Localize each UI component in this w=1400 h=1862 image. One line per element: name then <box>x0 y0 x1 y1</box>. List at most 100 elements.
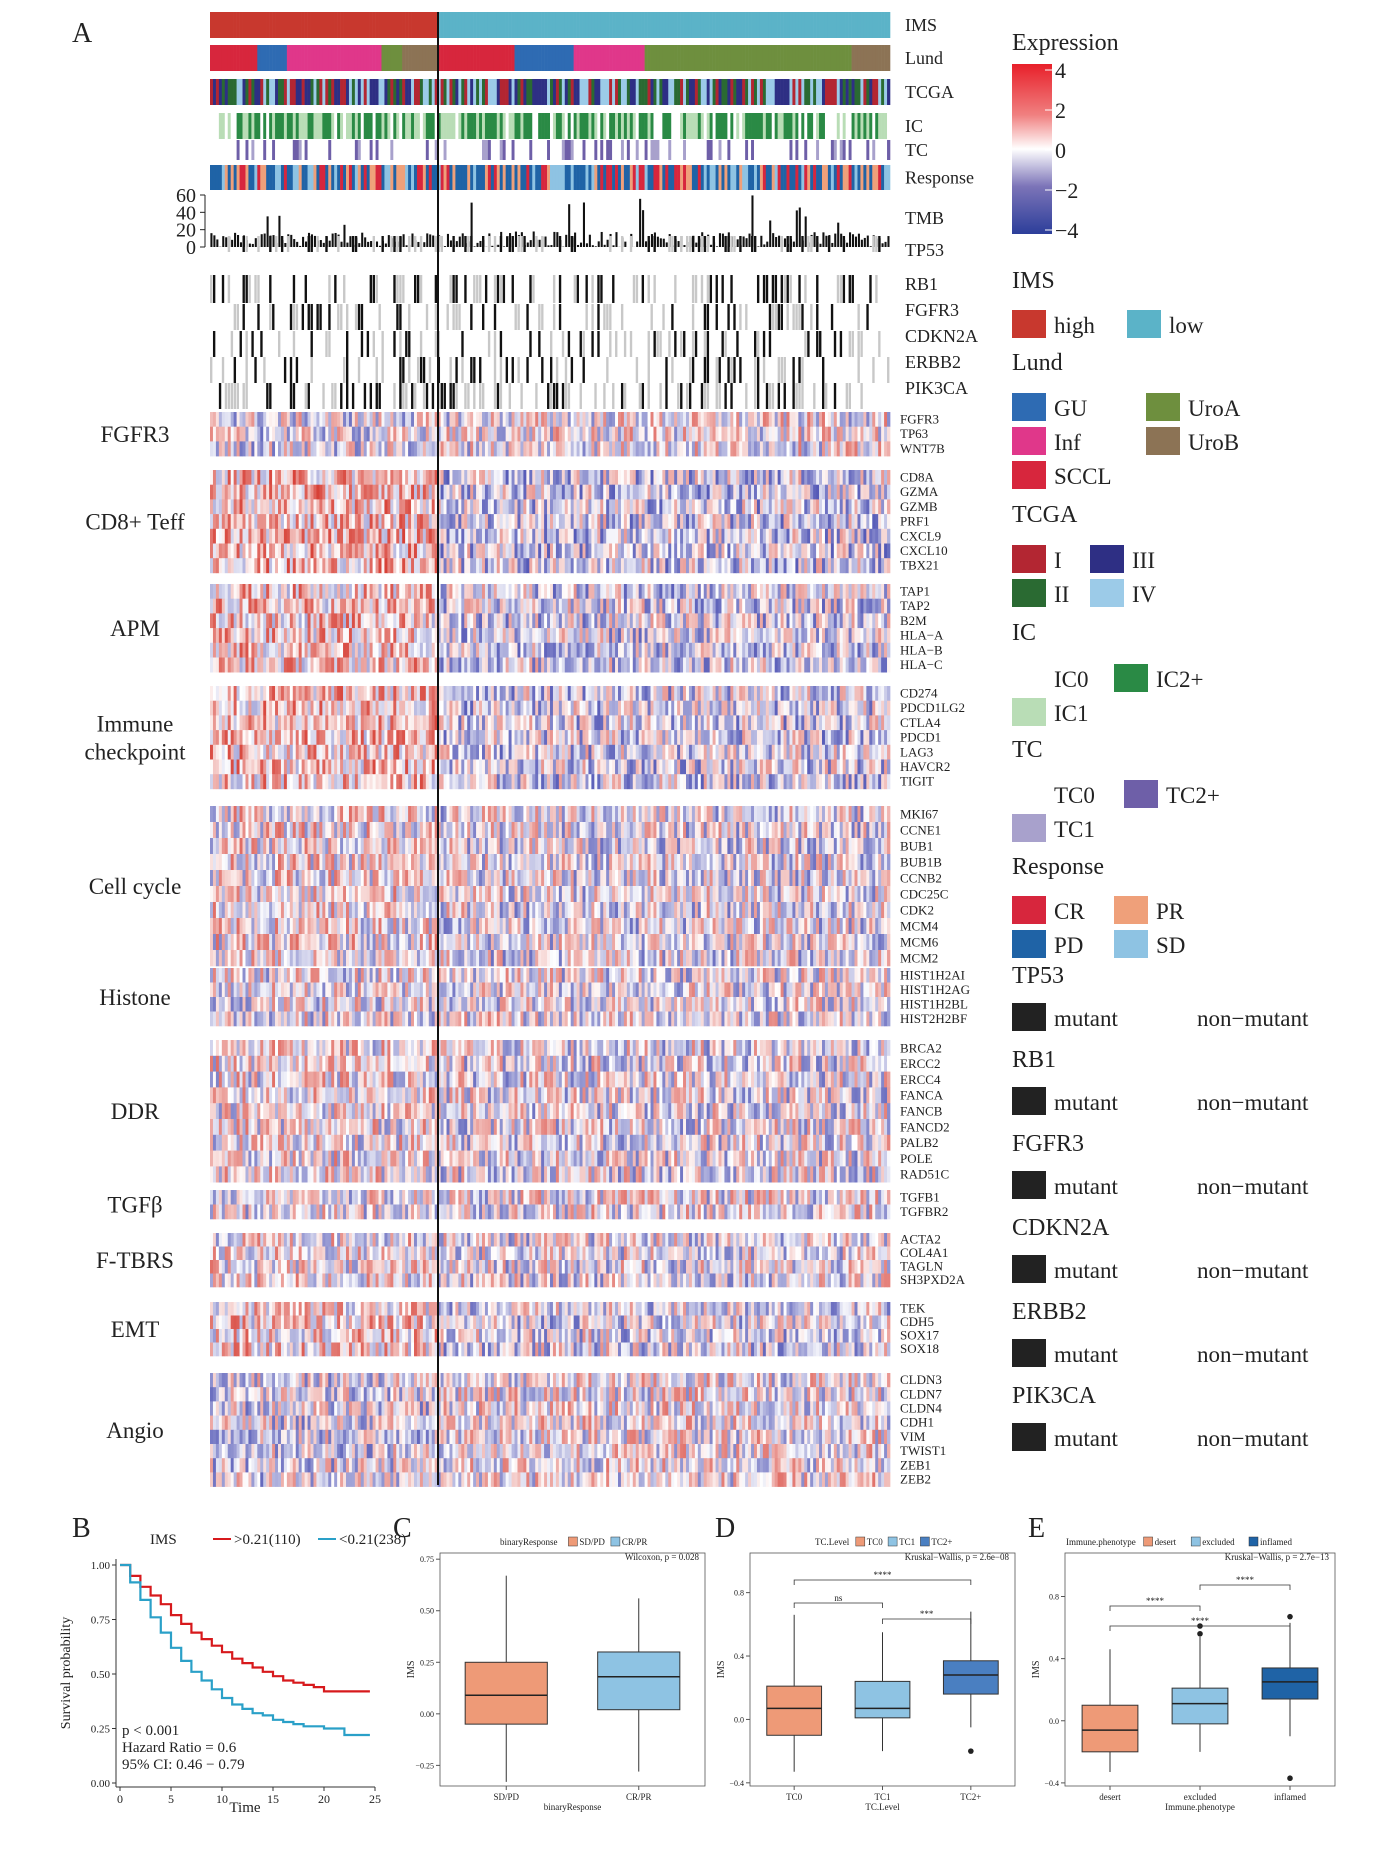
mutation-cell <box>713 236 715 252</box>
track-cell <box>606 113 609 139</box>
tmb-bar <box>527 243 529 247</box>
track-cell <box>600 45 603 71</box>
heatmap-cell <box>624 584 627 599</box>
heatmap-cell <box>245 412 248 427</box>
track-cell <box>441 79 444 105</box>
heatmap-cell <box>331 441 334 456</box>
track-cell <box>500 140 503 160</box>
heatmap-cell <box>855 529 858 544</box>
heatmap-cell <box>529 485 532 500</box>
heatmap-cell <box>379 529 382 544</box>
heatmap-cell <box>621 499 624 514</box>
heatmap-cell <box>550 599 553 614</box>
heatmap-cell <box>748 441 751 456</box>
track-cell <box>585 12 588 38</box>
heatmap-cell <box>506 470 509 485</box>
track-cell <box>319 113 322 139</box>
track-cell <box>704 12 707 38</box>
heatmap-cell <box>328 529 331 544</box>
track-cell <box>432 79 435 105</box>
heatmap-cell <box>816 485 819 500</box>
heatmap-cell <box>278 412 281 427</box>
heatmap-cell <box>795 558 798 573</box>
track-cell <box>449 45 452 71</box>
mutation-cell <box>455 383 457 409</box>
heatmap-cell <box>287 544 290 559</box>
heatmap-cell <box>778 529 781 544</box>
heatmap-cell <box>305 529 308 544</box>
mutation-cell <box>798 275 800 303</box>
heatmap-cell <box>884 544 887 559</box>
heatmap-cell <box>633 544 636 559</box>
mutation-cell <box>340 383 342 409</box>
track-cell <box>461 12 464 38</box>
heatmap-cell <box>881 441 884 456</box>
track-cell <box>553 12 556 38</box>
track-cell <box>692 45 695 71</box>
mutation-cell <box>801 357 803 383</box>
heatmap-cell <box>358 599 361 614</box>
heatmap-cell <box>284 613 287 628</box>
track-cell <box>630 79 633 105</box>
heatmap-cell <box>473 514 476 529</box>
heatmap-cell <box>541 427 544 442</box>
mutation-cell <box>674 275 676 303</box>
track-cell <box>500 12 503 38</box>
heatmap-cell <box>243 499 246 514</box>
heatmap-cell <box>742 412 745 427</box>
heatmap-cell <box>447 584 450 599</box>
heatmap-cell <box>656 529 659 544</box>
track-cell <box>863 113 866 139</box>
mutation-cell <box>701 275 703 303</box>
heatmap-cell <box>721 558 724 573</box>
heatmap-cell <box>405 499 408 514</box>
heatmap-cell <box>562 529 565 544</box>
track-cell <box>733 12 736 38</box>
track-cell <box>331 79 334 105</box>
track-cell <box>494 140 497 160</box>
heatmap-cell <box>257 529 260 544</box>
track-cell <box>367 140 370 160</box>
track-cell <box>621 79 624 105</box>
mutation-cell <box>630 331 632 357</box>
heatmap-cell <box>384 599 387 614</box>
track-cell <box>420 45 423 71</box>
heatmap-cell <box>571 412 574 427</box>
track-cell <box>455 79 458 105</box>
tmb-bar <box>592 245 594 247</box>
heatmap-cell <box>571 499 574 514</box>
heatmap-cell <box>358 470 361 485</box>
track-cell <box>683 113 686 139</box>
heatmap-cell <box>713 427 716 442</box>
heatmap-cell <box>296 613 299 628</box>
heatmap-cell <box>384 514 387 529</box>
heatmap-cell <box>813 514 816 529</box>
heatmap-cell <box>302 613 305 628</box>
heatmap-cell <box>754 529 757 544</box>
heatmap-cell <box>630 514 633 529</box>
heatmap-cell <box>751 529 754 544</box>
mutation-cell <box>716 357 718 383</box>
heatmap-cell <box>355 499 358 514</box>
heatmap-cell <box>784 514 787 529</box>
track-cell <box>390 165 393 190</box>
track-cell <box>455 140 458 160</box>
heatmap-cell <box>857 427 860 442</box>
heatmap-cell <box>222 470 225 485</box>
heatmap-cell <box>866 441 869 456</box>
heatmap-cell <box>426 613 429 628</box>
heatmap-cell <box>869 441 872 456</box>
heatmap-cell <box>754 470 757 485</box>
track-cell <box>482 113 485 139</box>
heatmap-cell <box>476 470 479 485</box>
heatmap-cell <box>219 514 222 529</box>
track-cell <box>526 45 529 71</box>
track-cell <box>299 165 302 190</box>
track-cell <box>470 140 473 160</box>
track-cell <box>695 165 698 190</box>
heatmap-cell <box>659 599 662 614</box>
heatmap-cell <box>825 584 828 599</box>
mutation-cell <box>396 304 398 330</box>
track-cell <box>216 12 219 38</box>
heatmap-cell <box>745 499 748 514</box>
